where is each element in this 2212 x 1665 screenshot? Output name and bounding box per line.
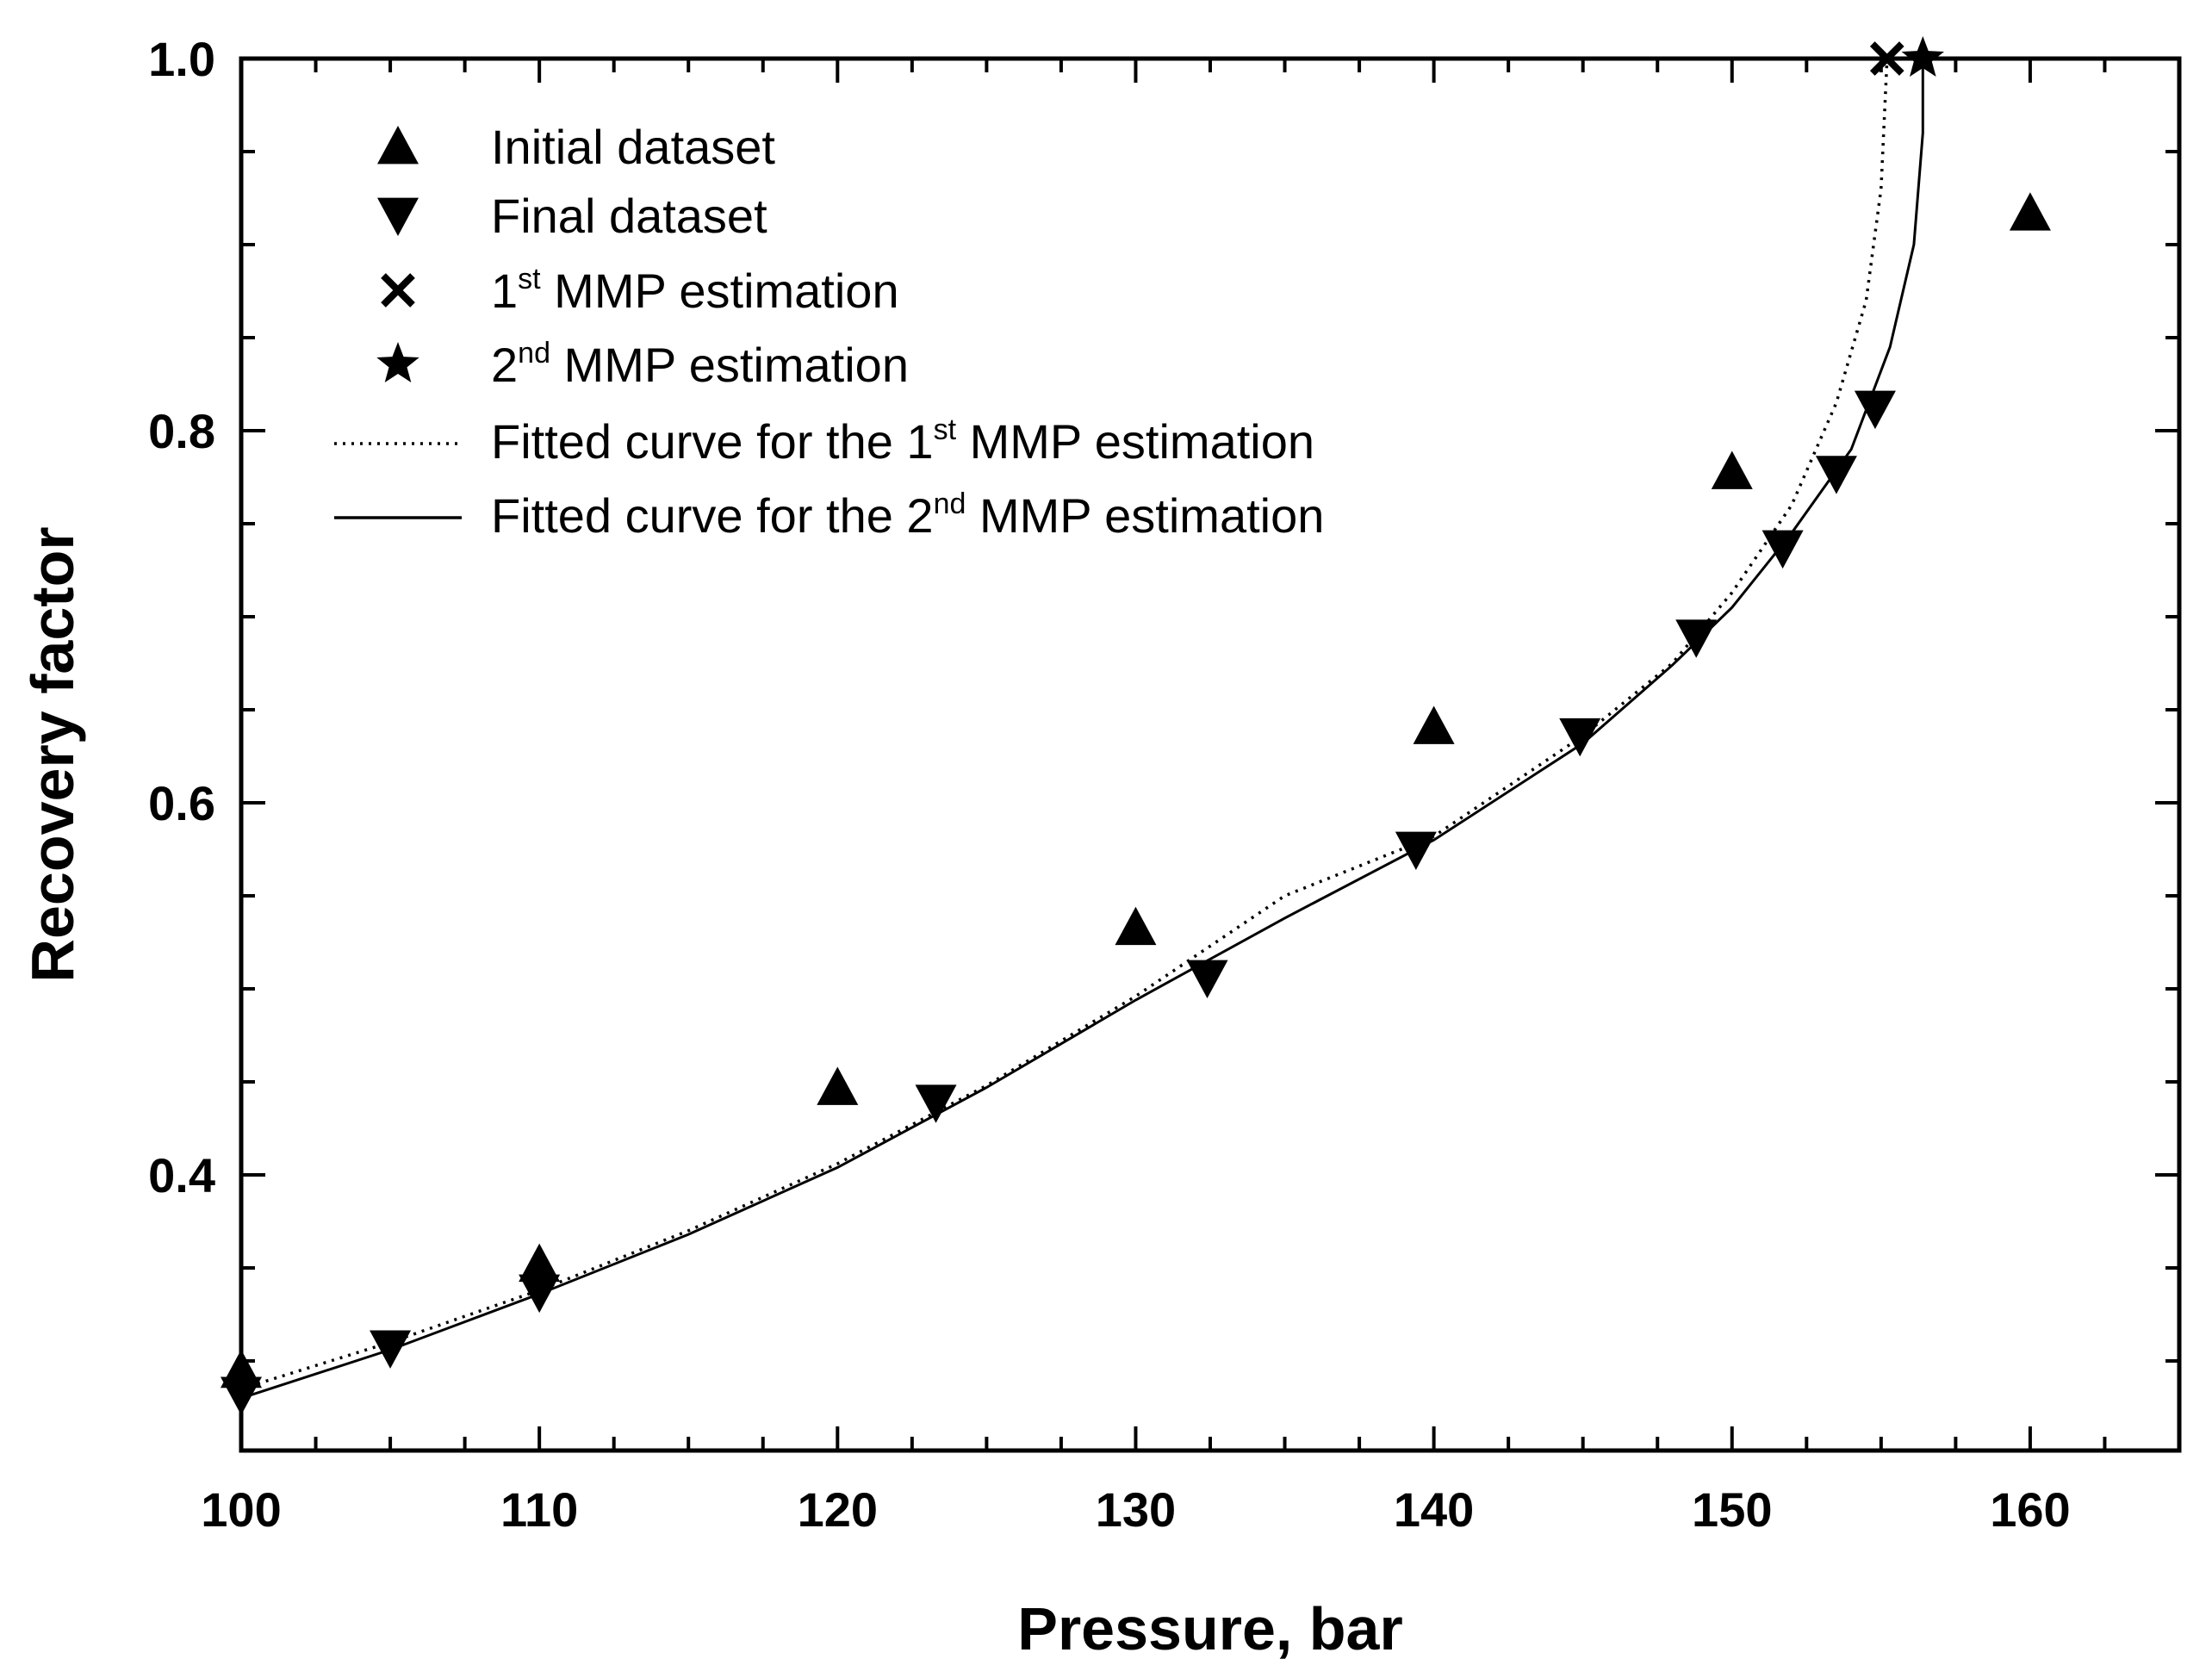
- triangle-down-point: [1854, 390, 1896, 430]
- triangle-down-point: [1675, 619, 1718, 658]
- x-tick-label: 140: [1394, 1482, 1474, 1537]
- y-axis-title: Recovery factor: [19, 526, 86, 982]
- x-tick-label: 160: [1990, 1482, 2070, 1537]
- triangle-up-point: [1413, 705, 1455, 744]
- triangle-down-point: [1762, 530, 1804, 569]
- tick-labels: 100 110 120 130 140 150 160 0.4 0.6 0.8 1.0: [148, 32, 2071, 1537]
- y-tick-label: 1.0: [148, 32, 215, 86]
- legend-label: Initial dataset: [491, 120, 775, 174]
- triangle-down-point: [1815, 456, 1857, 494]
- legend: Initial dataset Final dataset 1st MMP esti…: [334, 120, 1324, 543]
- triangle-up-point: [2009, 192, 2051, 231]
- triangle-down-point: [1186, 960, 1228, 999]
- star-point: [1901, 36, 1944, 77]
- legend-marker-triangle-down: [377, 197, 419, 236]
- triangle-up-point: [1711, 450, 1753, 489]
- triangle-up-point: [1115, 906, 1157, 946]
- y-tick-label: 0.6: [148, 776, 215, 830]
- cross-point: [1869, 41, 1904, 76]
- triangle-down-point: [915, 1084, 957, 1123]
- triangle-up-point: [519, 1243, 561, 1283]
- x-tick-label: 110: [500, 1482, 578, 1537]
- fitted-curve-1st-mmp: [240, 58, 1889, 1391]
- y-tick-label: 0.8: [148, 404, 215, 458]
- triangle-down-point: [1395, 831, 1437, 870]
- x-tick-label: 150: [1692, 1482, 1772, 1537]
- triangle-down-point: [1559, 718, 1601, 757]
- triangle-down-point: [221, 1376, 262, 1415]
- legend-label: Final dataset: [491, 189, 767, 243]
- legend-label: Fitted curve for the 2nd MMP estimation: [491, 488, 1324, 543]
- legend-label: 2nd MMP estimation: [491, 337, 909, 392]
- triangle-down-point: [519, 1274, 561, 1314]
- data-markers: [221, 36, 2051, 1415]
- legend-marker-triangle-up: [377, 126, 419, 165]
- x-axis-title: Pressure, bar: [1017, 1595, 1402, 1662]
- legend-label: Fitted curve for the 1st MMP estimation: [491, 413, 1314, 469]
- legend-marker-cross: [381, 273, 415, 308]
- y-tick-label: 0.4: [148, 1148, 215, 1202]
- x-tick-label: 130: [1096, 1482, 1176, 1537]
- legend-label: 1st MMP estimation: [491, 263, 899, 318]
- fitted-curve-2nd-mmp: [240, 59, 1924, 1400]
- triangle-down-point: [370, 1330, 412, 1369]
- triangle-up-point: [817, 1066, 859, 1105]
- legend-marker-star: [376, 342, 419, 382]
- x-tick-label: 100: [201, 1482, 281, 1537]
- x-tick-label: 120: [798, 1482, 878, 1537]
- fitted-curves: [240, 58, 1924, 1400]
